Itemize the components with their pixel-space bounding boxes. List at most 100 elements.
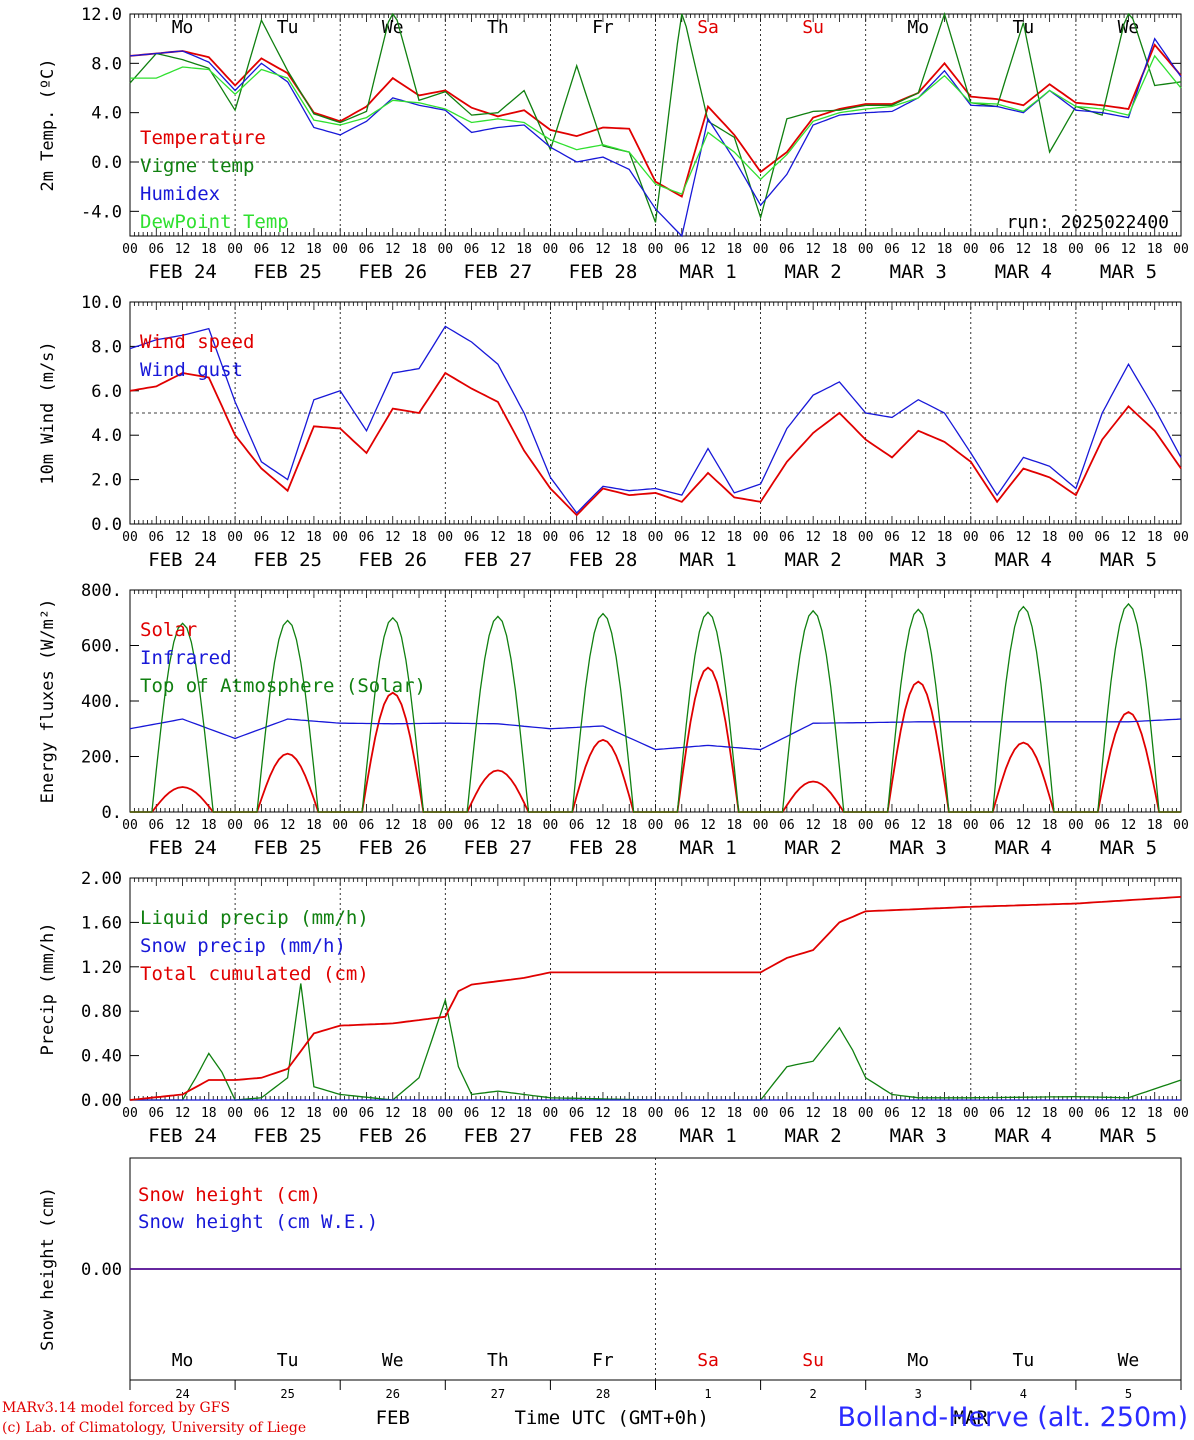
panel-4-hour-label: 06 [464,1106,480,1121]
panel-3-date-label: FEB 24 [148,837,217,859]
panel-1-legend-entry: DewPoint Temp [140,211,289,233]
panel-2-hour-label: 06 [464,530,480,545]
panel-3-ytick-label: 600. [81,637,122,657]
panel-2-date-label: MAR 4 [995,549,1052,571]
panel-1-hour-label: 06 [989,242,1005,257]
panel-4-ytick-label: 0.80 [81,1002,122,1022]
panel-4-hour-label: 18 [832,1106,848,1121]
panel-4-hour-label: 06 [1094,1106,1110,1121]
panel-3-hour-label: 12 [1121,818,1137,833]
panel-4-hour-label: 12 [910,1106,926,1121]
panel-4-hour-label: 06 [254,1106,270,1121]
panel-4-hour-label: 12 [1016,1106,1032,1121]
panel-1-hour-label: 00 [1068,242,1084,257]
panel-1-hour-label: 06 [1094,242,1110,257]
panel-2-hour-label: 06 [674,530,690,545]
panel-1-hour-label: 18 [621,242,637,257]
panel-3-hour-label: 18 [621,818,637,833]
panel-3-hour-label: 12 [1016,818,1032,833]
panel-2-date-label: MAR 5 [1100,549,1157,571]
panel-1-hour-label: 06 [569,242,585,257]
panel-3-hour-label: 18 [726,818,742,833]
panel-4-hour-label: 18 [937,1106,953,1121]
panel-3-date-label: MAR 1 [679,837,736,859]
panel-3-ytick-label: 0. [102,803,122,823]
panel-3-series-line [130,602,1181,813]
panel-1-hour-label: 06 [779,242,795,257]
panel-4-hour-label: 18 [1147,1106,1163,1121]
panel-4-ytick-label: 1.20 [81,958,122,978]
panel-1-date-label: FEB 24 [148,261,217,283]
panel-5-day-number: 2 [810,1387,817,1401]
panel-2-series-line [129,371,1182,517]
weekday-label: Sa [697,17,719,38]
panel-5-day-number: 24 [175,1387,189,1401]
panel-1-hour-label: 18 [411,242,427,257]
panel-2-hour-label: 18 [1147,530,1163,545]
panel-5-weekday-label: Fr [592,1350,614,1371]
panel-1-hour-label: 12 [280,242,296,257]
panel-1-hour-label: 12 [805,242,821,257]
panel-2-hour-label: 18 [832,530,848,545]
panel-1-hour-label: 06 [359,242,375,257]
panel-2-hour-label: 18 [516,530,532,545]
panel-1-hour-label: 12 [910,242,926,257]
panel-4-ytick-label: 0.00 [81,1091,122,1111]
panel-3-hour-label: 06 [569,818,585,833]
panel-1-hour-label: 00 [543,242,559,257]
panel-2-hour-label: 12 [805,530,821,545]
panel-3-hour-label: 12 [805,818,821,833]
panel-1-hour-label: 00 [122,242,138,257]
panel-3-date-label: MAR 4 [995,837,1052,859]
panel-5-day-number: 26 [386,1387,400,1401]
panel-1-date-label: FEB 26 [358,261,427,283]
panel-1-hour-label: 18 [726,242,742,257]
panel-1-series-line [129,11,1182,223]
panel-2-hour-label: 06 [884,530,900,545]
panel-1-hour-label: 06 [148,242,164,257]
panel-2-hour-label: 00 [543,530,559,545]
panel-2-ylabel: 10m Wind (m/s) [38,341,58,484]
panel-3-hour-label: 06 [674,818,690,833]
panel-4-date-label: MAR 3 [890,1125,947,1147]
panel-5-legend-entry: Snow height (cm W.E.) [138,1211,378,1233]
panel-2-ytick-label: 2.0 [91,471,122,491]
panel-4-hour-label: 18 [201,1106,217,1121]
panel-2-hour-label: 12 [385,530,401,545]
panel-4-legend-entry: Liquid precip (mm/h) [140,907,369,929]
panel-1-legend-entry: Humidex [140,183,220,205]
panel-4-hour-label: 12 [175,1106,191,1121]
panel-1-hour-label: 00 [437,242,453,257]
panel-1-date-label: MAR 5 [1100,261,1157,283]
panel-2-hour-label: 12 [595,530,611,545]
panel-1-hour-label: 00 [753,242,769,257]
panel-1-hour-label: 18 [937,242,953,257]
panel-2-date-label: FEB 28 [569,549,638,571]
panel-1-date-label: FEB 25 [253,261,322,283]
panel-2-hour-label: 06 [359,530,375,545]
panel-4-hour-label: 06 [884,1106,900,1121]
panel-3-series-line [129,718,1182,751]
panel-3-hour-label: 18 [832,818,848,833]
panel-3-hour-label: 00 [1173,818,1189,833]
panel-1-hour-label: 06 [254,242,270,257]
panel-3-ylabel: Energy fluxes (W/m²) [38,599,58,804]
panel-4-date-label: MAR 2 [785,1125,842,1147]
month-label-mar: MAR [954,1407,989,1429]
panel-1-ytick-label: 12.0 [81,5,122,25]
panel-4-hour-label: 12 [805,1106,821,1121]
panel-3-hour-label: 12 [175,818,191,833]
panel-5-day-number: 1 [704,1387,711,1401]
weekday-label: Mo [172,17,194,38]
panel-4-hour-label: 18 [411,1106,427,1121]
panel-4-date-label: FEB 25 [253,1125,322,1147]
panel-2-hour-label: 00 [858,530,874,545]
panel-2-date-label: FEB 25 [253,549,322,571]
panel-1-hour-label: 06 [674,242,690,257]
panel-2-hour-label: 18 [937,530,953,545]
panel-2-hour-label: 00 [437,530,453,545]
panel-2-series-line [129,325,1182,514]
panel-3-hour-label: 00 [648,818,664,833]
panel-4-hour-label: 06 [989,1106,1005,1121]
panel-3-date-label: MAR 2 [785,837,842,859]
